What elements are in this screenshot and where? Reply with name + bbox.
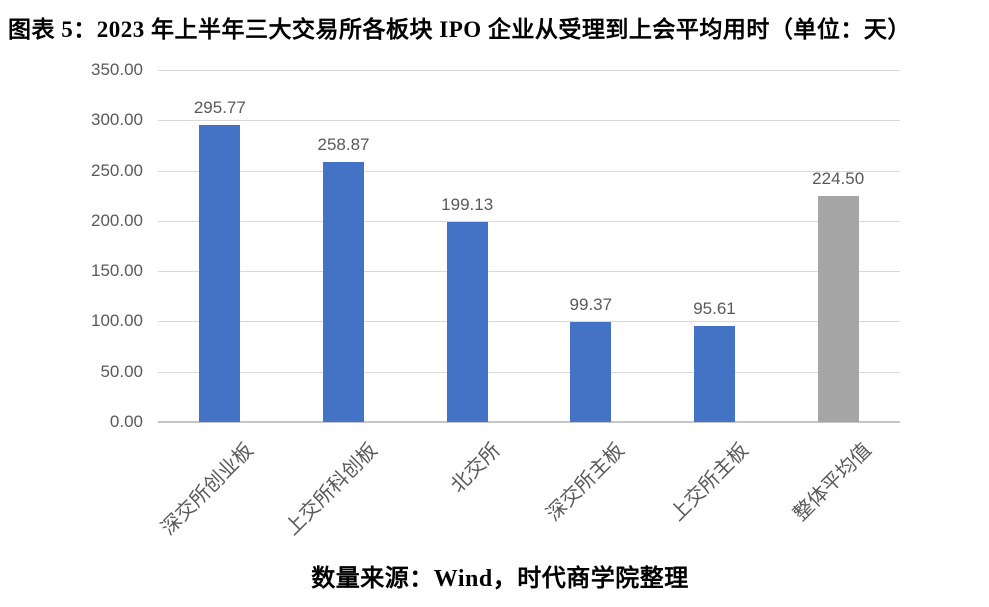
gridline [158, 120, 900, 122]
bar-value-label: 258.87 [317, 134, 370, 154]
x-category-label: 北交所 [446, 439, 505, 498]
bar-上交所主板 [694, 325, 735, 422]
bar-value-label: 199.13 [441, 194, 494, 214]
bar-value-label: 224.50 [812, 169, 865, 189]
bar-value-label: 99.37 [569, 295, 613, 315]
bar-深交所创业板 [199, 124, 241, 422]
gridline [158, 321, 900, 323]
bar-value-label: 95.61 [693, 298, 736, 318]
x-category-label: 上交所主板 [666, 439, 753, 526]
figure-title: 图表 5：2023 年上半年三大交易所各板块 IPO 企业从受理到上会平均用时（… [8, 17, 911, 42]
y-tick-label: 300.00 [91, 110, 143, 130]
source-note: 数量来源：Wind，时代商学院整理 [311, 566, 689, 592]
y-tick-label: 50.00 [100, 361, 143, 381]
gridline [158, 170, 900, 172]
bar-chart: 350.00 300.00 250.00 200.00 150.00 100.00 50.0… [91, 60, 900, 540]
y-tick-label: 100.00 [91, 311, 143, 331]
gridline [158, 371, 900, 373]
gridline [158, 220, 900, 222]
y-tick-label: 350.00 [91, 60, 143, 79]
x-category-label: 上交所科创板 [280, 439, 382, 540]
x-category-label: 深交所创业板 [157, 439, 258, 540]
gridline [158, 271, 900, 273]
bar-深交所主板 [570, 322, 612, 422]
gridline [158, 70, 900, 71]
bar-value-label: 295.77 [193, 97, 246, 117]
x-category-label: 整体平均值 [789, 439, 876, 526]
bar-整体平均值 [817, 196, 859, 422]
y-tick-label: 250.00 [91, 160, 143, 180]
x-axis-line [158, 421, 900, 423]
y-tick-label: 0.00 [109, 412, 143, 431]
y-tick-label: 200.00 [91, 210, 143, 230]
y-tick-label: 150.00 [91, 261, 143, 281]
bar-北交所 [446, 221, 488, 422]
bar-上交所科创板 [323, 161, 364, 422]
x-category-label: 深交所主板 [542, 439, 629, 526]
